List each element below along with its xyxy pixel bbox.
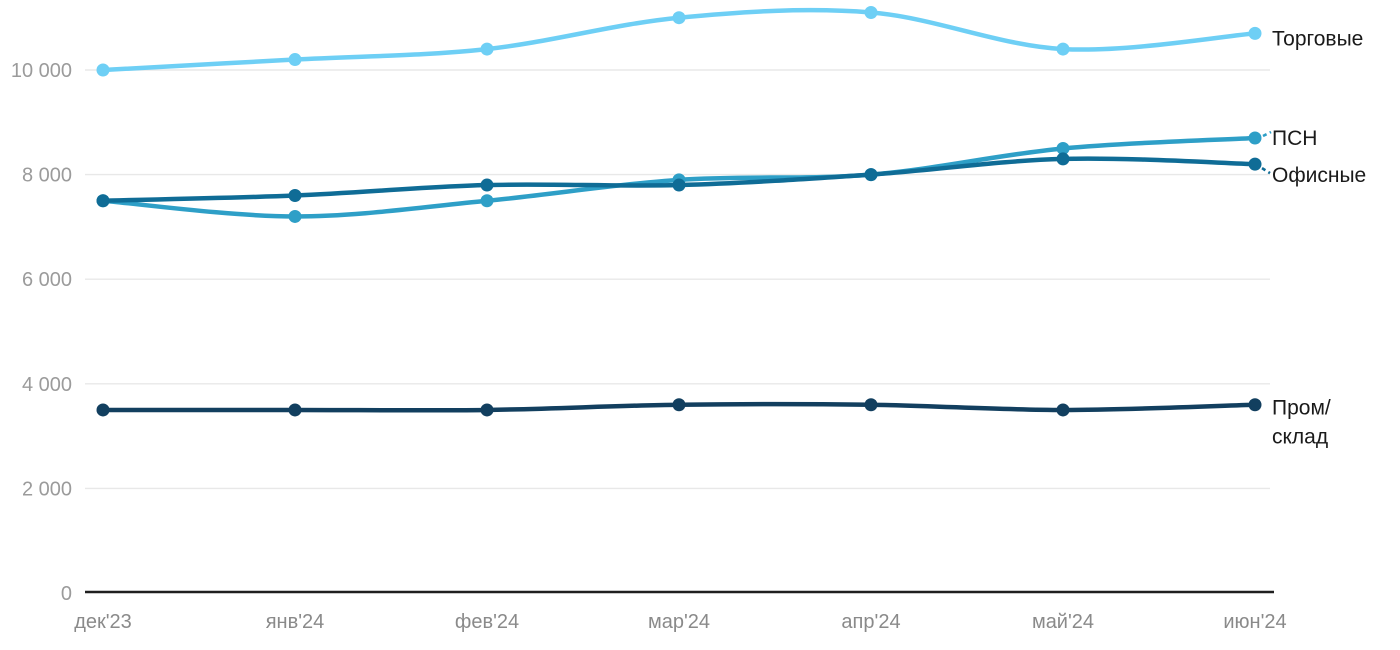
data-point-marker[interactable] — [480, 178, 494, 192]
data-point-marker[interactable] — [96, 194, 110, 208]
x-axis-tick-label: дек'23 — [74, 611, 132, 633]
y-axis-tick-label: 6 000 — [22, 269, 72, 291]
series-label: Торговые — [1272, 27, 1363, 50]
data-point-marker[interactable] — [96, 63, 110, 77]
data-point-marker[interactable] — [672, 178, 686, 192]
data-point-marker[interactable] — [1248, 398, 1262, 412]
data-point-marker[interactable] — [864, 168, 878, 182]
y-axis-tick-label: 0 — [61, 583, 72, 605]
y-grid: 0 2 000 4 000 6 000 8 000 10 000 — [11, 60, 1270, 605]
data-point-marker[interactable] — [1248, 26, 1262, 40]
y-axis-tick-label: 8 000 — [22, 165, 72, 187]
label-leader-line — [1262, 130, 1272, 138]
x-axis-tick-label: янв'24 — [266, 611, 325, 633]
data-point-marker[interactable] — [288, 189, 302, 203]
x-axis-labels: дек'23 янв'24 фев'24 мар'24 апр'24 май'24 июн'… — [74, 611, 1286, 633]
x-axis-tick-label: мар'24 — [648, 611, 710, 633]
data-point-marker[interactable] — [672, 11, 686, 25]
data-point-marker[interactable] — [288, 209, 302, 223]
data-point-marker[interactable] — [1056, 152, 1070, 166]
data-point-marker[interactable] — [864, 5, 878, 19]
data-point-marker[interactable] — [288, 53, 302, 67]
data-point-marker[interactable] — [1056, 42, 1070, 56]
series-label: Офисные — [1272, 164, 1366, 187]
data-point-marker[interactable] — [1056, 141, 1070, 155]
data-point-marker[interactable] — [96, 403, 110, 417]
x-axis-tick-label: май'24 — [1032, 611, 1094, 633]
data-point-marker[interactable] — [1056, 403, 1070, 417]
data-point-marker[interactable] — [480, 194, 494, 208]
data-point-marker[interactable] — [480, 403, 494, 417]
x-axis-tick-label: апр'24 — [841, 611, 900, 633]
series-Торговые: Торговые — [96, 5, 1363, 77]
x-axis-tick-label: июн'24 — [1223, 611, 1286, 633]
series-label: склад — [1272, 426, 1328, 449]
series-Пром/склад: Пром/склад — [96, 397, 1331, 449]
data-point-marker[interactable] — [1248, 157, 1262, 171]
series-Офисные: Офисные — [96, 152, 1366, 208]
series-label: Пром/ — [1272, 397, 1331, 420]
data-point-marker[interactable] — [480, 42, 494, 56]
data-point-marker[interactable] — [864, 398, 878, 412]
data-point-marker[interactable] — [672, 398, 686, 412]
y-axis-tick-label: 2 000 — [22, 478, 72, 500]
data-point-marker[interactable] — [288, 403, 302, 417]
series-label: ПСН — [1272, 127, 1317, 150]
label-leader-line — [1261, 167, 1271, 175]
data-point-marker[interactable] — [1248, 131, 1262, 145]
y-axis-tick-label: 10 000 — [11, 60, 72, 82]
y-axis-tick-label: 4 000 — [22, 374, 72, 396]
x-axis-tick-label: фев'24 — [455, 611, 519, 633]
